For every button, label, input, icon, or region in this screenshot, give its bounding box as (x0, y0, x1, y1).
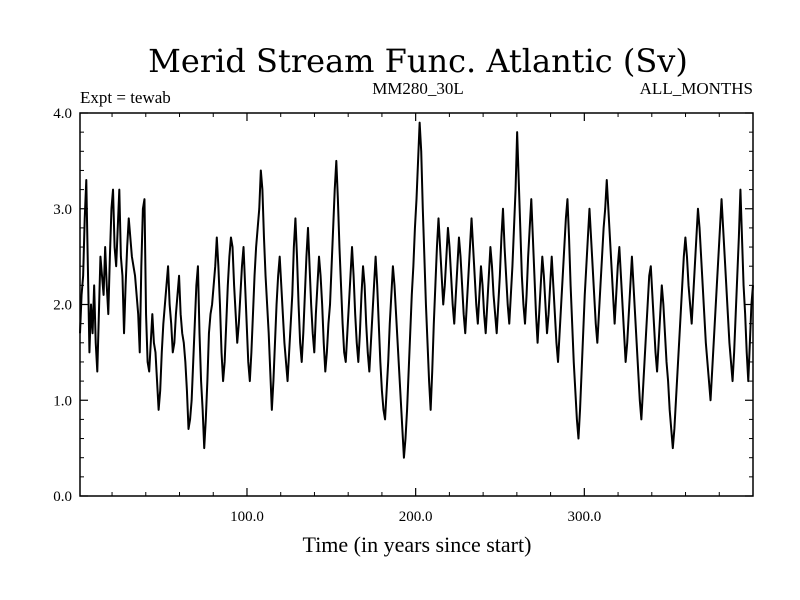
y-tick-label: 1.0 (53, 393, 72, 409)
experiment-label: Expt = tewab (80, 88, 171, 107)
y-tick-label: 2.0 (53, 298, 72, 314)
x-tick-label: 300.0 (567, 509, 601, 525)
series-line (79, 121, 754, 459)
y-tick-label: 0.0 (53, 489, 72, 505)
chart-title: Merid Stream Func. Atlantic (Sv) (148, 42, 688, 80)
months-label: ALL_MONTHS (640, 79, 753, 98)
y-tick-label: 3.0 (53, 202, 72, 218)
x-axis-label: Time (in years since start) (303, 532, 532, 557)
y-axis: 0.0 1.0 2.0 3.0 4.0 (53, 106, 753, 505)
plot-frame (79, 112, 754, 497)
y-tick-label: 4.0 (53, 106, 72, 122)
model-label: MM280_30L (372, 79, 464, 98)
x-tick-label: 100.0 (230, 509, 264, 525)
x-tick-label: 200.0 (399, 509, 433, 525)
x-axis: 100.0 200.0 300.0 (111, 113, 720, 525)
